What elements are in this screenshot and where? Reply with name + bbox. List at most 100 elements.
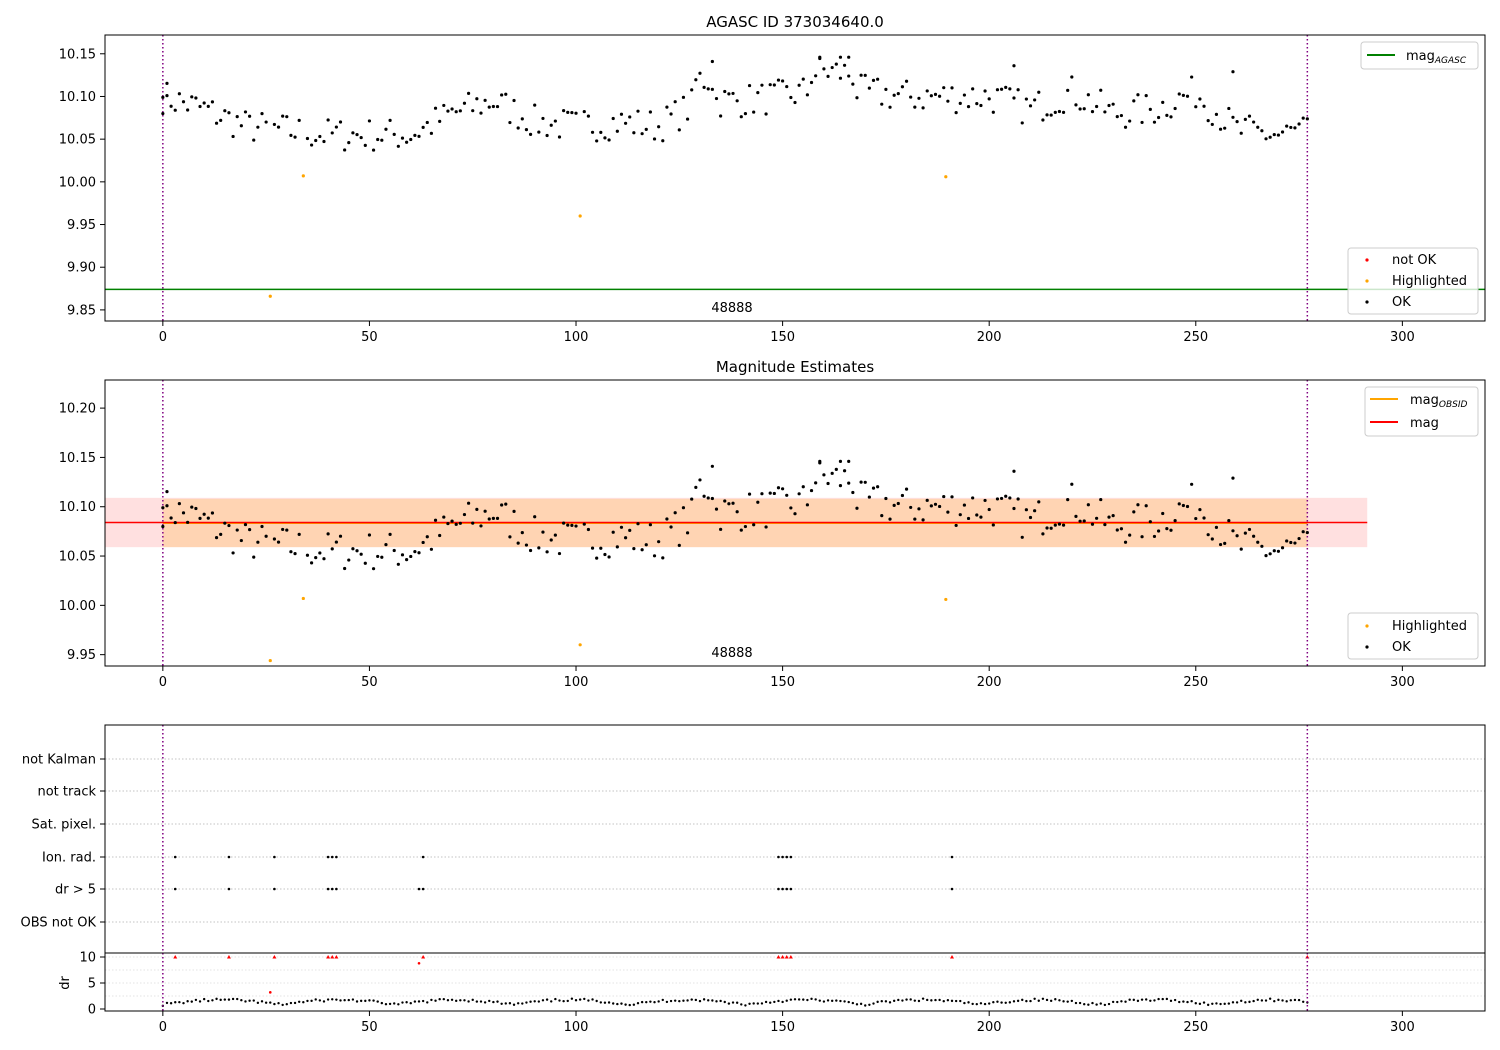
ok-point: [826, 481, 830, 486]
dr-point: [678, 999, 681, 1003]
ok-point: [1144, 93, 1148, 98]
dr-point: [587, 999, 590, 1002]
ok-point: [582, 109, 586, 114]
y-tick-label: 10.15: [59, 451, 96, 466]
ok-point: [1305, 117, 1309, 121]
dr-point: [954, 999, 958, 1003]
dr-point: [442, 997, 446, 1001]
flag-point: [421, 855, 425, 859]
ok-point: [318, 134, 322, 139]
ok-point: [942, 86, 946, 90]
dr-point: [401, 1001, 404, 1004]
ok-point: [235, 528, 239, 532]
dr-point: [992, 1001, 995, 1004]
ok-point: [1243, 117, 1247, 121]
panel3-frame: [104, 724, 1486, 1012]
ok-point: [805, 93, 809, 97]
ok-point: [735, 510, 739, 514]
dr-red-point: [268, 991, 272, 994]
ok-point: [599, 546, 603, 550]
ok-point: [1231, 529, 1235, 533]
dr-point: [897, 998, 900, 1002]
ok-point: [1297, 536, 1301, 541]
ok-point: [1177, 92, 1181, 96]
dr-point: [380, 1001, 384, 1005]
flag-point: [273, 855, 276, 859]
ok-point: [582, 522, 586, 526]
ok-point: [466, 91, 471, 96]
ok-point: [1012, 64, 1016, 68]
dr-point: [789, 998, 793, 1001]
ok-point: [710, 464, 714, 468]
ok-point: [1086, 503, 1090, 507]
ok-point: [177, 92, 181, 96]
ok-point: [347, 141, 351, 145]
dr-point: [459, 999, 462, 1002]
dr-point: [1219, 1002, 1222, 1006]
ok-point: [1272, 549, 1276, 553]
dr-point: [384, 1003, 388, 1006]
ok-point: [471, 521, 475, 525]
dr-point: [302, 1000, 305, 1004]
ok-point: [723, 499, 727, 503]
dr-point: [711, 999, 714, 1002]
ok-point: [359, 135, 363, 140]
dr-point: [917, 999, 921, 1003]
ok-point: [1004, 494, 1008, 498]
ok-point: [1272, 132, 1276, 137]
dr-point: [632, 1003, 636, 1006]
dr-point: [599, 1001, 603, 1004]
dr-point: [434, 999, 437, 1002]
dr-point: [694, 998, 698, 1002]
dr-point: [198, 1000, 202, 1003]
ok-point: [1210, 122, 1214, 127]
flag-point: [326, 887, 330, 891]
ok-point: [438, 533, 442, 538]
ok-point: [177, 501, 181, 506]
ok-point: [227, 111, 231, 115]
ok-point: [1243, 531, 1247, 535]
dr-point: [971, 1002, 974, 1006]
dr-point: [1297, 998, 1301, 1002]
ok-point: [595, 556, 599, 560]
dr-point: [752, 1002, 755, 1005]
ok-point: [314, 556, 318, 560]
ok-point: [652, 137, 657, 141]
ok-point: [1190, 75, 1194, 79]
ok-point: [1119, 113, 1124, 118]
dr-point: [182, 1001, 185, 1005]
ok-point: [483, 509, 487, 513]
ok-point: [842, 63, 847, 67]
flag-point: [227, 855, 231, 859]
dr-point: [169, 1002, 173, 1005]
ok-point: [1132, 510, 1136, 514]
dr-point: [756, 1002, 760, 1005]
ok-point: [847, 74, 851, 78]
ok-point: [1276, 133, 1281, 137]
ok-point: [186, 520, 190, 524]
dr-point: [1252, 999, 1255, 1003]
ok-point: [1128, 533, 1132, 537]
ok-point: [338, 534, 343, 538]
ok-point: [161, 524, 165, 529]
x-tick-label: 300: [1390, 330, 1415, 345]
ok-point: [1095, 516, 1099, 520]
dr-point: [835, 999, 838, 1002]
ok-point: [983, 498, 987, 503]
ok-point: [516, 126, 520, 130]
ok-point: [690, 88, 694, 92]
ok-point: [669, 525, 673, 529]
x-tick-label: 0: [159, 1020, 167, 1035]
dr-point: [297, 1000, 301, 1004]
ok-point: [314, 138, 318, 143]
dr-point: [219, 998, 222, 1002]
ok-point: [673, 511, 677, 515]
ok-point: [574, 524, 578, 528]
dr-point: [1144, 998, 1148, 1001]
ok-point: [731, 91, 735, 96]
ok-point: [772, 491, 776, 496]
ok-point: [677, 543, 681, 547]
ok-point: [533, 515, 537, 519]
ok-point: [607, 555, 611, 559]
dr-point: [855, 1003, 859, 1006]
